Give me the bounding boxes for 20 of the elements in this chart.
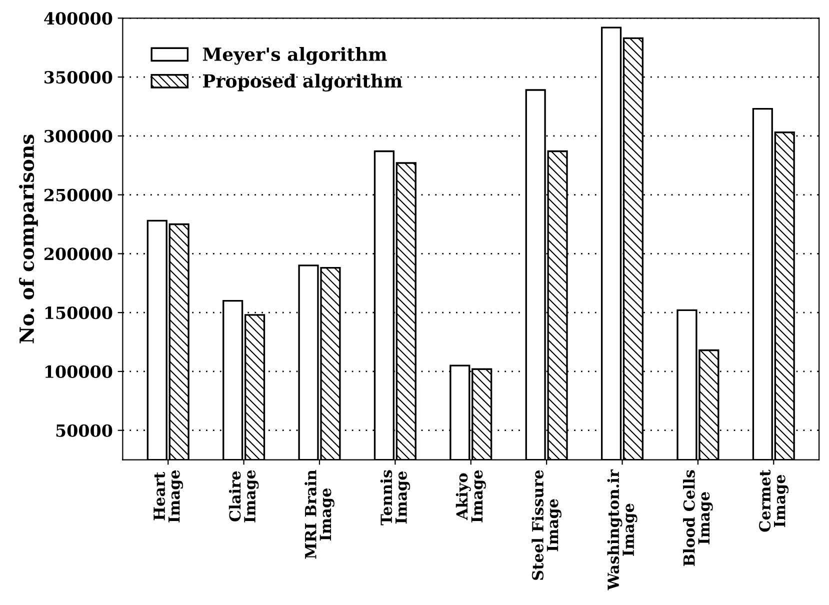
y-tick-label: 250000 [44, 188, 112, 202]
legend-label: Proposed algorithm [202, 74, 402, 92]
y-tick-label: 350000 [44, 71, 112, 84]
y-tick-label: 150000 [45, 306, 112, 320]
x-tick-label: Tennis Image [380, 470, 410, 526]
y-tick-label: 300000 [44, 130, 112, 142]
x-tick-label: Blood Cells Image [683, 470, 713, 566]
y-tick-label: 50000 [56, 424, 112, 437]
x-tick-label: Steel Fissure Image [532, 470, 562, 580]
x-tick-label: MRI Brain Image [304, 470, 334, 559]
y-axis-title: No. of comparisons [19, 134, 38, 344]
x-tick-label: Claire Image [228, 470, 259, 522]
legend-label: Meyer's algorithm [202, 47, 387, 65]
y-tick-label: 100000 [45, 365, 112, 378]
x-tick-label: Akiyo Image [456, 470, 486, 522]
x-tick-label: Heart Image [154, 470, 183, 522]
x-tick-label: Cermet Image [759, 470, 789, 532]
x-tick-label: Washington.ir Image [607, 469, 638, 590]
y-tick-label: 200000 [44, 248, 112, 260]
y-tick-label: 400000 [44, 12, 112, 25]
